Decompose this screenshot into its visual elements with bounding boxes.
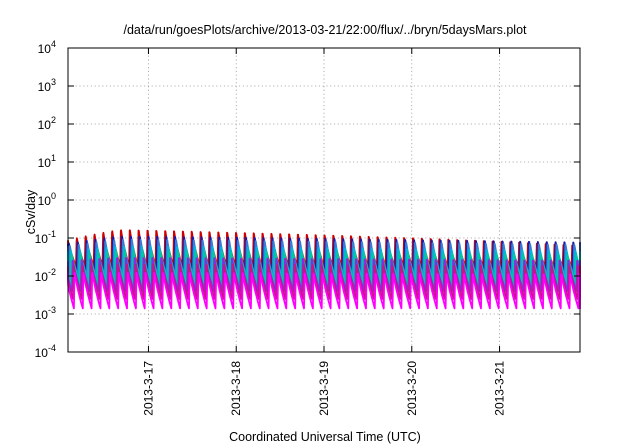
x-tick-label: 2013-3-21 — [493, 361, 507, 416]
y-tick-label: 102 — [38, 115, 56, 132]
y-axis-label: cSv/day — [24, 189, 38, 234]
axes: 10-410-310-210-11001011021031042013-3-17… — [35, 39, 581, 416]
y-tick-exponent: 4 — [51, 39, 56, 49]
y-tick-base: 10 — [35, 270, 49, 284]
plot-border — [67, 47, 581, 353]
y-tick-exponent: -3 — [48, 305, 56, 315]
y-tick-base: 10 — [38, 118, 52, 132]
y-tick-label: 10-4 — [35, 343, 56, 360]
y-tick-exponent: 0 — [51, 191, 56, 201]
y-tick-label: 10-2 — [35, 267, 56, 284]
y-tick-label: 103 — [38, 77, 56, 94]
y-tick-exponent: 2 — [51, 115, 56, 125]
y-tick-label: 100 — [38, 191, 56, 208]
y-tick-base: 10 — [38, 194, 52, 208]
y-tick-exponent: 1 — [51, 153, 56, 163]
x-tick-label: 2013-3-18 — [229, 361, 243, 416]
y-tick-label: 104 — [38, 39, 56, 56]
y-tick-label: 10-3 — [35, 305, 56, 322]
y-tick-base: 10 — [38, 80, 52, 94]
y-tick-exponent: -4 — [48, 343, 56, 353]
y-tick-exponent: -1 — [48, 229, 56, 239]
x-tick-label: 2013-3-19 — [317, 361, 331, 416]
y-tick-exponent: -2 — [48, 267, 56, 277]
x-tick-label: 2013-3-20 — [405, 361, 419, 416]
x-tick-label: 2013-3-17 — [141, 361, 155, 416]
y-tick-label: 10-1 — [35, 229, 56, 246]
series-line — [67, 272, 581, 310]
y-tick-label: 101 — [38, 153, 56, 170]
chart-title: /data/run/goesPlots/archive/2013-03-21/2… — [123, 23, 527, 37]
series-group — [67, 229, 581, 310]
y-tick-base: 10 — [38, 42, 52, 56]
y-tick-base: 10 — [35, 308, 49, 322]
x-axis-label: Coordinated Universal Time (UTC) — [229, 430, 421, 444]
y-tick-base: 10 — [38, 156, 52, 170]
y-tick-exponent: 3 — [51, 77, 56, 87]
y-tick-base: 10 — [35, 232, 49, 246]
y-tick-base: 10 — [35, 346, 49, 360]
